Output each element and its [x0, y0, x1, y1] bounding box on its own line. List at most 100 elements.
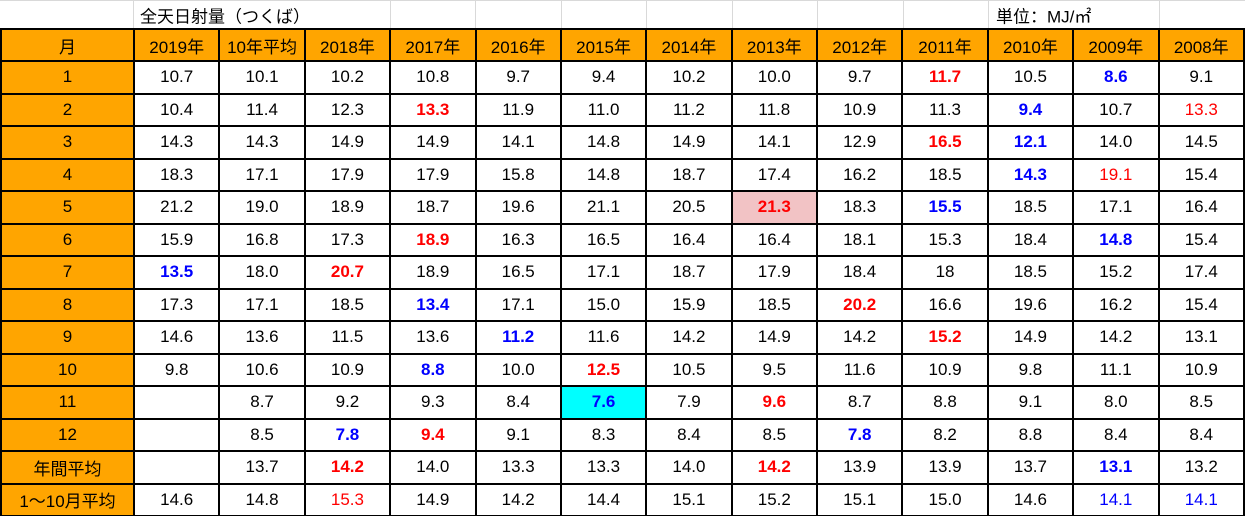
- row-label-cell[interactable]: 2: [0, 92, 135, 127]
- row-label-cell[interactable]: 3: [0, 125, 135, 160]
- data-cell[interactable]: 16.4: [1157, 190, 1245, 225]
- data-cell[interactable]: 9.5: [730, 352, 819, 387]
- data-cell[interactable]: [132, 417, 221, 452]
- data-cell[interactable]: 11.9: [474, 92, 562, 127]
- data-cell[interactable]: 11.7: [901, 60, 989, 95]
- data-cell[interactable]: 18.5: [986, 190, 1075, 225]
- data-cell[interactable]: 8.4: [645, 417, 733, 452]
- data-cell[interactable]: 17.1: [474, 287, 562, 322]
- year-column-header[interactable]: 2017年: [389, 28, 477, 62]
- data-cell[interactable]: 19.6: [474, 190, 562, 225]
- data-cell[interactable]: 11.6: [559, 320, 648, 355]
- data-cell[interactable]: 15.2: [1072, 255, 1160, 290]
- data-cell[interactable]: 19.1: [1072, 157, 1160, 192]
- data-cell[interactable]: 11.6: [815, 352, 904, 387]
- data-cell[interactable]: 18.5: [303, 287, 392, 322]
- data-cell[interactable]: 10.9: [815, 92, 904, 127]
- data-cell[interactable]: 8.5: [1157, 385, 1245, 420]
- data-cell[interactable]: 14.8: [559, 157, 648, 192]
- year-column-header[interactable]: 2018年: [303, 28, 392, 62]
- data-cell[interactable]: 18.5: [986, 255, 1075, 290]
- data-cell[interactable]: 18.9: [389, 255, 477, 290]
- data-cell[interactable]: 18.4: [815, 255, 904, 290]
- data-cell[interactable]: 14.8: [1072, 222, 1160, 257]
- row-label-cell[interactable]: 1: [0, 60, 135, 95]
- data-cell[interactable]: 14.3: [986, 157, 1075, 192]
- data-cell[interactable]: 17.4: [730, 157, 819, 192]
- data-cell[interactable]: 21.2: [132, 190, 221, 225]
- data-cell[interactable]: 15.4: [1157, 157, 1245, 192]
- data-cell[interactable]: 13.4: [389, 287, 477, 322]
- data-cell[interactable]: 16.4: [730, 222, 819, 257]
- data-cell[interactable]: 10.9: [303, 352, 392, 387]
- data-cell[interactable]: 11.5: [303, 320, 392, 355]
- data-cell[interactable]: 18.3: [815, 190, 904, 225]
- data-cell[interactable]: 17.1: [1072, 190, 1160, 225]
- row-label-cell[interactable]: 12: [0, 417, 135, 452]
- data-cell[interactable]: 8.8: [901, 385, 989, 420]
- data-cell[interactable]: 15.2: [901, 320, 989, 355]
- data-cell[interactable]: 11.8: [730, 92, 819, 127]
- data-cell[interactable]: 17.1: [218, 157, 306, 192]
- data-cell[interactable]: 14.8: [218, 482, 306, 516]
- data-cell[interactable]: 18: [901, 255, 989, 290]
- data-cell[interactable]: 11.3: [901, 92, 989, 127]
- data-cell[interactable]: 8.2: [901, 417, 989, 452]
- year-column-header[interactable]: 2012年: [815, 28, 904, 62]
- data-cell[interactable]: 21.3: [730, 190, 819, 225]
- data-cell[interactable]: 16.5: [474, 255, 562, 290]
- data-cell[interactable]: 8.4: [1072, 417, 1160, 452]
- year-column-header[interactable]: 2009年: [1072, 28, 1160, 62]
- data-cell[interactable]: 8.6: [1072, 60, 1160, 95]
- row-label-cell[interactable]: 8: [0, 287, 135, 322]
- data-cell[interactable]: 15.0: [901, 482, 989, 516]
- data-cell[interactable]: 13.3: [559, 450, 648, 485]
- data-cell[interactable]: 12.9: [815, 125, 904, 160]
- data-cell[interactable]: 14.3: [218, 125, 306, 160]
- data-cell[interactable]: 14.1: [1157, 482, 1245, 516]
- data-cell[interactable]: 10.5: [645, 352, 733, 387]
- data-cell[interactable]: 10.0: [474, 352, 562, 387]
- data-cell[interactable]: 17.3: [132, 287, 221, 322]
- data-cell[interactable]: 17.1: [218, 287, 306, 322]
- data-cell[interactable]: 11.2: [645, 92, 733, 127]
- data-cell[interactable]: 11.2: [474, 320, 562, 355]
- data-cell[interactable]: 10.9: [901, 352, 989, 387]
- row-label-cell[interactable]: 7: [0, 255, 135, 290]
- data-cell[interactable]: 16.8: [218, 222, 306, 257]
- data-cell[interactable]: 9.8: [132, 352, 221, 387]
- data-cell[interactable]: 9.7: [474, 60, 562, 95]
- data-cell[interactable]: 10.8: [389, 60, 477, 95]
- data-cell[interactable]: 10.7: [1072, 92, 1160, 127]
- data-cell[interactable]: 9.1: [986, 385, 1075, 420]
- data-cell[interactable]: 7.9: [645, 385, 733, 420]
- data-cell[interactable]: 14.4: [559, 482, 648, 516]
- data-cell[interactable]: 8.8: [986, 417, 1075, 452]
- data-cell[interactable]: 9.4: [986, 92, 1075, 127]
- data-cell[interactable]: [132, 450, 221, 485]
- row-label-cell[interactable]: 年間平均: [0, 450, 135, 485]
- row-label-cell[interactable]: 1～10月平均: [0, 482, 135, 516]
- data-cell[interactable]: 8.7: [218, 385, 306, 420]
- data-cell[interactable]: 18.7: [389, 190, 477, 225]
- row-label-cell[interactable]: 5: [0, 190, 135, 225]
- data-cell[interactable]: 13.9: [901, 450, 989, 485]
- data-cell[interactable]: 15.0: [559, 287, 648, 322]
- data-cell[interactable]: 14.2: [303, 450, 392, 485]
- data-cell[interactable]: 15.9: [645, 287, 733, 322]
- month-column-header[interactable]: 月: [0, 28, 135, 62]
- data-cell[interactable]: 9.8: [986, 352, 1075, 387]
- data-cell[interactable]: 16.3: [474, 222, 562, 257]
- data-cell[interactable]: 10.7: [132, 60, 221, 95]
- data-cell[interactable]: 16.5: [901, 125, 989, 160]
- data-cell[interactable]: 15.1: [645, 482, 733, 516]
- data-cell[interactable]: 14.2: [730, 450, 819, 485]
- data-cell[interactable]: 13.7: [986, 450, 1075, 485]
- data-cell[interactable]: 13.3: [389, 92, 477, 127]
- data-cell[interactable]: 9.3: [389, 385, 477, 420]
- data-cell[interactable]: 15.8: [474, 157, 562, 192]
- data-cell[interactable]: 14.2: [474, 482, 562, 516]
- data-cell[interactable]: 17.4: [1157, 255, 1245, 290]
- year-column-header[interactable]: 2014年: [645, 28, 733, 62]
- data-cell[interactable]: 14.2: [645, 320, 733, 355]
